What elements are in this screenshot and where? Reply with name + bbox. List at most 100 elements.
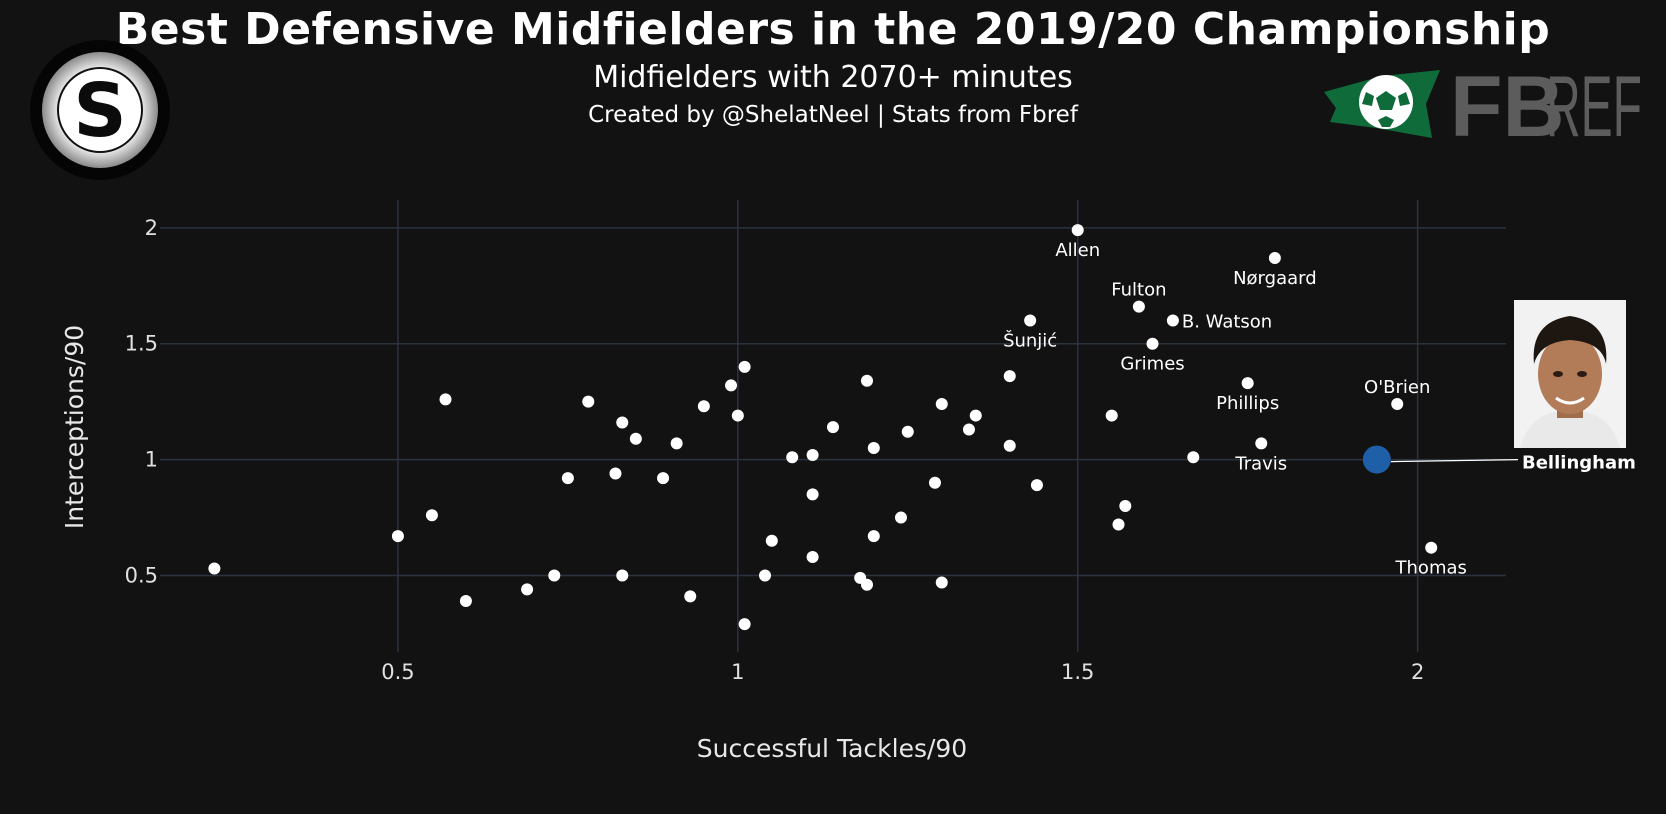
data-point xyxy=(425,509,438,522)
chart-title: Best Defensive Midfielders in the 2019/2… xyxy=(115,4,1551,55)
data-point xyxy=(629,432,642,445)
y-tick-label: 1.5 xyxy=(125,332,158,356)
data-point xyxy=(827,421,839,434)
chart-credit: Created by @ShelatNeel | Stats from Fbre… xyxy=(588,102,1078,128)
chart-subtitle: Midfielders with 2070+ minutes xyxy=(593,60,1073,95)
author-logo-inner xyxy=(57,67,143,153)
point-label: Thomas xyxy=(1395,558,1467,579)
portrait-hair xyxy=(1533,316,1607,364)
data-point xyxy=(759,569,772,582)
data-point xyxy=(969,409,982,422)
data-point xyxy=(935,397,948,410)
point-label: Šunjić xyxy=(1003,330,1057,352)
data-point xyxy=(657,472,670,485)
fbref-logo: FB REF xyxy=(1324,64,1642,144)
data-point xyxy=(1146,337,1159,350)
player-portrait xyxy=(1514,300,1626,448)
data-point xyxy=(208,562,221,575)
data-point xyxy=(860,578,873,591)
x-tick-label: 0.5 xyxy=(381,660,414,684)
data-point xyxy=(738,618,751,631)
x-axis-title: Successful Tackles/90 xyxy=(697,734,967,763)
data-point xyxy=(697,400,710,413)
author-logo: S xyxy=(30,40,170,180)
point-label: O'Brien xyxy=(1364,377,1430,398)
data-point xyxy=(962,423,975,436)
data-point xyxy=(521,583,534,596)
data-point xyxy=(1425,541,1438,554)
data-point xyxy=(582,395,595,408)
y-tick-label: 1 xyxy=(145,448,158,472)
data-point xyxy=(1112,518,1125,531)
x-tick-label: 1.5 xyxy=(1061,660,1094,684)
data-point xyxy=(616,416,629,429)
data-point xyxy=(725,379,738,392)
point-label: Grimes xyxy=(1120,354,1184,375)
point-label: Travis xyxy=(1234,453,1287,474)
data-point xyxy=(684,590,697,603)
data-point xyxy=(806,550,819,563)
tick-labels: 0.5 1 1.5 2 0.5 1 1.5 2 xyxy=(125,216,1425,684)
data-point xyxy=(1105,409,1118,422)
data-point xyxy=(806,448,819,461)
point-label: Nørgaard xyxy=(1233,268,1317,289)
point-label: Allen xyxy=(1055,240,1100,261)
data-point xyxy=(1071,224,1084,237)
data-point xyxy=(1268,251,1281,264)
data-point xyxy=(738,360,751,373)
data-points xyxy=(208,224,1519,631)
data-point xyxy=(1003,439,1016,452)
data-point xyxy=(1241,377,1254,390)
data-point xyxy=(731,409,744,422)
data-point xyxy=(1255,437,1268,450)
point-label: Fulton xyxy=(1111,280,1166,301)
data-point xyxy=(1003,370,1016,383)
highlight-connector xyxy=(1390,459,1519,463)
point-label: B. Watson xyxy=(1182,312,1272,333)
portrait-face xyxy=(1538,334,1602,414)
data-point xyxy=(1030,479,1043,492)
data-point xyxy=(1391,397,1404,410)
fbref-logo-fb: FB xyxy=(1450,64,1565,144)
data-point xyxy=(867,530,880,543)
data-point xyxy=(894,511,907,524)
point-label: Phillips xyxy=(1216,393,1279,414)
author-logo-letter: S xyxy=(73,68,126,154)
portrait-eye-right xyxy=(1577,371,1587,377)
data-point xyxy=(561,472,574,485)
data-point xyxy=(806,488,819,501)
grid xyxy=(160,200,1506,652)
data-point xyxy=(860,374,873,387)
y-tick-label: 0.5 xyxy=(125,564,158,588)
highlight-label: Bellingham xyxy=(1522,453,1636,474)
x-tick-label: 2 xyxy=(1411,660,1424,684)
y-axis-title: Interceptions/90 xyxy=(60,325,89,529)
data-point xyxy=(1187,451,1200,464)
data-point xyxy=(459,595,472,608)
portrait-eye-left xyxy=(1553,371,1563,377)
data-point xyxy=(1024,314,1037,327)
data-point xyxy=(935,576,948,589)
football-icon-patch xyxy=(1376,91,1396,110)
data-point xyxy=(928,476,941,489)
portrait-smile xyxy=(1555,396,1585,405)
fbref-logo-ref: REF xyxy=(1546,64,1642,144)
data-point xyxy=(670,437,683,450)
data-point xyxy=(1119,499,1132,512)
data-point xyxy=(901,425,914,438)
data-point xyxy=(548,569,561,582)
data-point xyxy=(1132,300,1145,313)
data-point xyxy=(765,534,778,547)
data-point xyxy=(609,467,622,480)
highlight-point xyxy=(1362,445,1391,474)
data-point xyxy=(1166,314,1179,327)
data-point xyxy=(439,393,452,406)
data-point xyxy=(786,451,799,464)
data-point xyxy=(867,442,880,455)
y-tick-label: 2 xyxy=(145,216,158,240)
data-point xyxy=(391,530,404,543)
x-tick-label: 1 xyxy=(731,660,744,684)
data-point xyxy=(616,569,629,582)
portrait-shoulders xyxy=(1520,412,1620,448)
